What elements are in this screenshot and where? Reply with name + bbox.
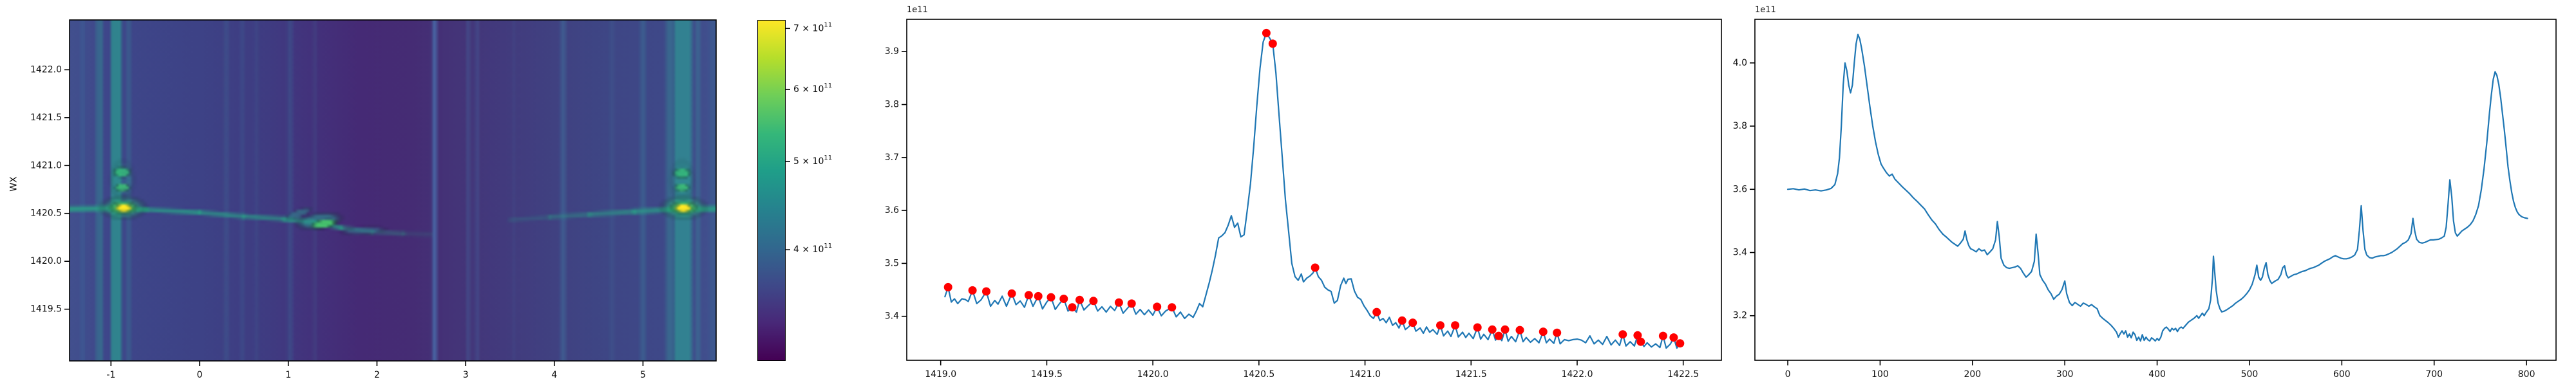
spectrum-peak-marker xyxy=(1153,302,1162,311)
spectrum-peak-marker xyxy=(1451,321,1460,330)
spectrum-peak-marker xyxy=(968,286,977,295)
spectrum-y-tick-label: 3.7 xyxy=(885,152,899,163)
spectrum-peak-marker xyxy=(982,287,990,296)
spectrum-peak-marker xyxy=(1669,333,1678,342)
profile-offset-label: 1e11 xyxy=(1755,5,1776,15)
colorbar-tick-label: 7 × 1011 xyxy=(793,21,832,34)
spectrum-peak-marker xyxy=(1488,325,1497,334)
heatmap-x-tick-label: -1 xyxy=(106,370,115,380)
spectrum-y-tick-label: 3.8 xyxy=(885,100,899,110)
profile-y-tick-label: 3.8 xyxy=(1733,121,1747,131)
profile-x-tick-label: 700 xyxy=(2425,369,2443,380)
spectrum-peak-marker xyxy=(1059,295,1068,303)
spectrum-x-tick-label: 1422.5 xyxy=(1667,369,1699,380)
profile-x-tick-label: 800 xyxy=(2518,369,2535,380)
spectrum-spectrum-line xyxy=(944,32,1683,349)
spectrum-peak-marker xyxy=(1311,263,1320,272)
profile-x-tick-label: 500 xyxy=(2241,369,2259,380)
profile-profile-line xyxy=(1786,33,2528,342)
spectrum-peak-marker xyxy=(1075,295,1084,304)
spectrum-y-tick-label: 3.6 xyxy=(885,205,899,216)
spectrum-peak-marker xyxy=(1007,289,1016,298)
profile-y-tick-label: 3.6 xyxy=(1733,184,1747,194)
heatmap-x-tick-label: 0 xyxy=(197,370,203,380)
spectrum-peak-marker xyxy=(1114,298,1123,307)
spectrum-spines xyxy=(906,19,1722,361)
spectrum-peak-marker xyxy=(1636,337,1645,346)
profile-x-tick-label: 100 xyxy=(1871,369,1889,380)
profile-y-tick-label: 3.4 xyxy=(1733,248,1747,258)
spectrum-peak-marker xyxy=(1501,325,1510,334)
spectrum-x-tick-label: 1420.5 xyxy=(1243,369,1274,380)
spectrum-peak-marker xyxy=(1068,303,1077,312)
spectrum-peak-marker xyxy=(1262,28,1271,37)
spectrum-peak-marker xyxy=(1372,308,1381,317)
heatmap-y-tick-label: 1420.0 xyxy=(30,256,62,266)
spectrum-x-tick-label: 1419.5 xyxy=(1031,369,1063,380)
spectrum-peak-marker xyxy=(1046,293,1056,302)
spectrum-x-tick-label: 1421.5 xyxy=(1455,369,1487,380)
colorbar-tick-label: 5 × 1011 xyxy=(793,154,832,167)
heatmap-image xyxy=(70,20,716,361)
spectrum-peak-marker xyxy=(1473,323,1482,332)
heatmap-x-tick-label: 4 xyxy=(551,370,557,380)
heatmap-spines xyxy=(69,19,717,362)
heatmap-y-tick-label: 1419.5 xyxy=(30,304,62,315)
spectrum-x-tick-label: 1420.0 xyxy=(1137,369,1169,380)
heatmap-x-tick-label: 2 xyxy=(374,370,380,380)
spectrum-peak-marker xyxy=(1658,331,1667,340)
spectrum-peak-marker xyxy=(1034,291,1043,300)
spectrum-peak-marker xyxy=(1268,39,1277,48)
spectrum-peak-marker xyxy=(1024,291,1033,300)
colorbar-tick-label: 4 × 1011 xyxy=(793,243,832,255)
spectrum-x-tick-label: 1421.0 xyxy=(1349,369,1381,380)
profile-y-tick-label: 3.2 xyxy=(1733,311,1747,321)
heatmap-y-tick-label: 1421.5 xyxy=(30,113,62,123)
heatmap-y-tick-label: 1420.5 xyxy=(30,208,62,219)
spectrum-peak-marker xyxy=(943,282,952,291)
spectrum-peak-marker xyxy=(1633,331,1642,340)
spectrum-peak-marker xyxy=(1618,330,1627,339)
heatmap-y-tick-label: 1421.0 xyxy=(30,160,62,170)
spectrum-peak-marker xyxy=(1676,339,1685,348)
profile-spines xyxy=(1754,19,2557,361)
spectrum-peak-marker xyxy=(1408,318,1417,327)
spectrum-offset-label: 1e11 xyxy=(907,5,928,15)
profile-y-tick-label: 4.0 xyxy=(1733,58,1747,68)
spectrum-peak-marker xyxy=(1127,299,1136,308)
spectrum-y-tick-label: 3.9 xyxy=(885,46,899,57)
colorbar-gradient xyxy=(757,20,786,361)
spectrum-peak-marker xyxy=(1436,321,1444,330)
heatmap-x-tick-label: 3 xyxy=(463,370,469,380)
spectrum-peak-marker xyxy=(1515,326,1524,335)
heatmap-y-tick-label: 1422.0 xyxy=(30,64,62,75)
spectrum-peak-marker xyxy=(1397,316,1406,325)
profile-x-tick-label: 0 xyxy=(1785,369,1791,380)
profile-x-tick-label: 200 xyxy=(1964,369,1981,380)
spectrum-peak-marker xyxy=(1168,303,1177,312)
profile-x-tick-label: 300 xyxy=(2056,369,2074,380)
profile-x-tick-label: 600 xyxy=(2333,369,2351,380)
heatmap-x-tick-label: 5 xyxy=(640,370,646,380)
colorbar-tick-label: 6 × 1011 xyxy=(793,82,832,95)
spectrum-y-tick-label: 3.4 xyxy=(885,311,899,322)
heatmap-x-tick-label: 1 xyxy=(285,370,291,380)
spectrum-peak-marker xyxy=(1494,331,1503,340)
spectrum-x-tick-label: 1422.0 xyxy=(1561,369,1593,380)
spectrum-peak-marker xyxy=(1089,297,1098,306)
spectrum-peak-marker xyxy=(1553,328,1562,337)
profile-x-tick-label: 400 xyxy=(2148,369,2166,380)
spectrum-peak-marker xyxy=(1539,327,1548,336)
spectrum-x-tick-label: 1419.0 xyxy=(925,369,956,380)
spectrum-y-tick-label: 3.5 xyxy=(885,258,899,268)
